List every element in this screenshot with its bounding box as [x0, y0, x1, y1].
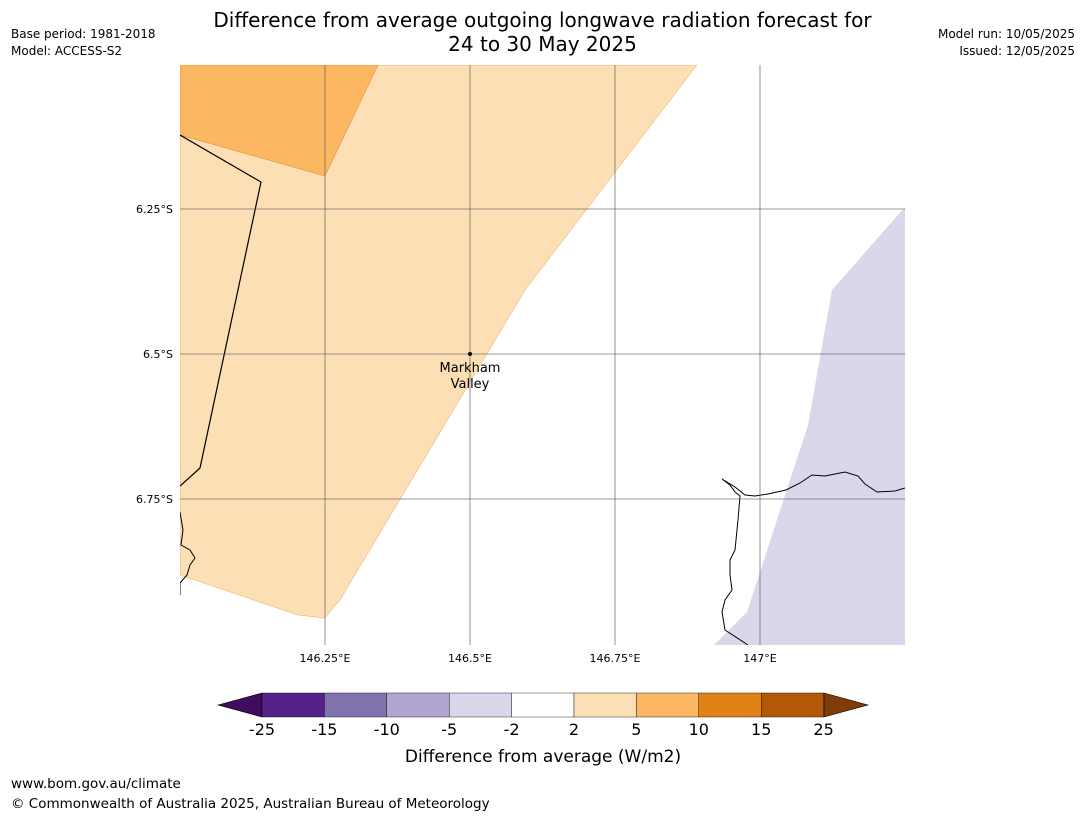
border-line: [180, 134, 262, 487]
base-period: Base period: 1981-2018: [11, 27, 156, 41]
colorbar-extend-low: [216, 692, 263, 718]
anomaly-region-minus5-minus2: [714, 207, 905, 645]
model-run: Model run: 10/05/2025: [937, 27, 1075, 41]
colorbar-label: Difference from average (W/m2): [405, 747, 681, 767]
colorbar-segment: [386, 692, 450, 718]
colorbar-segment: [261, 692, 325, 718]
coastline-west: [180, 511, 196, 595]
lon-label-146-75: 146.75°E: [590, 652, 641, 665]
colorbar-tick: 5: [631, 720, 641, 739]
lon-label-147: 147°E: [743, 652, 776, 665]
colorbar-segment: [511, 692, 575, 718]
place-name-line-2: Valley: [451, 377, 490, 392]
anomaly-region-2-5: [180, 65, 698, 619]
colorbar-segment: [636, 692, 700, 718]
colorbar: -25 -15 -10 -5 -2 2 5 10 15 25 Differenc…: [216, 692, 870, 767]
colorbar-segment: [324, 692, 387, 718]
colorbar-segment: [698, 692, 762, 718]
colorbar-tick: 10: [689, 720, 709, 739]
colorbar-segment: [761, 692, 824, 718]
coastline-east: [721, 471, 905, 645]
lon-label-146-25: 146.25°E: [300, 652, 351, 665]
lon-label-146-5: 146.5°E: [448, 652, 492, 665]
colorbar-tick: -2: [504, 720, 520, 739]
graticule: [180, 65, 905, 645]
map-title: Difference from average outgoing longwav…: [150, 8, 935, 56]
colorbar-tick: -10: [374, 720, 400, 739]
colorbar-tick: -15: [311, 720, 337, 739]
colorbar-tick: 2: [569, 720, 579, 739]
footer-copyright: © Commonwealth of Australia 2025, Austra…: [11, 796, 490, 812]
model-name: Model: ACCESS-S2: [11, 44, 123, 58]
place-marker: [468, 352, 472, 356]
lat-label-6-5: 6.5°S: [143, 348, 173, 361]
colorbar-segment: [573, 692, 637, 718]
footer-url: www.bom.gov.au/climate: [11, 776, 181, 792]
title-line-1: Difference from average outgoing longwav…: [213, 8, 872, 32]
issued-date: Issued: 12/05/2025: [959, 44, 1075, 58]
colorbar-segment: [449, 692, 512, 718]
colorbar-extend-high: [823, 692, 870, 718]
meta-right: Model run: 10/05/2025 Issued: 12/05/2025: [938, 26, 1075, 60]
colorbar-tick: 15: [751, 720, 771, 739]
meta-left: Base period: 1981-2018 Model: ACCESS-S2: [11, 26, 156, 60]
place-name-line-1: Markham: [440, 361, 501, 376]
map-area: [180, 65, 905, 645]
lat-label-6-75: 6.75°S: [136, 493, 173, 506]
colorbar-tick: -25: [249, 720, 275, 739]
colorbar-tick: 25: [813, 720, 833, 739]
title-line-2: 24 to 30 May 2025: [448, 32, 637, 56]
lat-label-6-25: 6.25°S: [136, 203, 173, 216]
colorbar-tick: -5: [441, 720, 457, 739]
